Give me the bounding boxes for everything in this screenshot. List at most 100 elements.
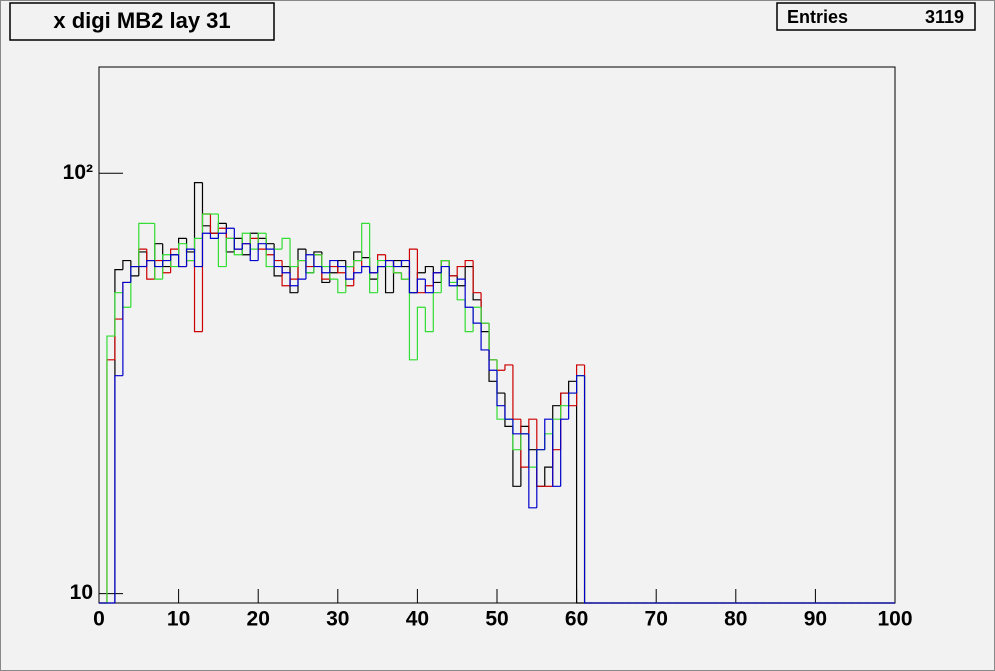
hist-bin (544, 418, 553, 450)
hist-bin (249, 243, 259, 262)
hist-bin (424, 265, 434, 273)
hist-bin (560, 405, 569, 420)
hist-bin (560, 418, 569, 487)
hist-bin (583, 375, 593, 604)
hist-bin (424, 307, 434, 333)
hist-bin (456, 265, 466, 276)
hist-bin (464, 279, 474, 308)
hist-bin (392, 260, 402, 268)
hist-bin (225, 227, 235, 234)
hist-bin (337, 266, 346, 274)
hist-bin (480, 323, 490, 351)
hist-bin (225, 237, 235, 267)
hist-bin (122, 259, 131, 270)
hist-bin (400, 272, 410, 280)
hist-bin (472, 307, 482, 324)
hist-bin (496, 370, 505, 407)
hist-bin (217, 214, 227, 268)
hist-bin (114, 375, 123, 603)
hist-bin (353, 259, 362, 267)
hist-bin (536, 449, 545, 508)
hist-bin (408, 279, 418, 361)
hist-bin (297, 259, 306, 267)
hist-bin (329, 259, 338, 273)
hist-bin (361, 265, 370, 273)
hist-bin (178, 254, 187, 268)
hist-bin (138, 222, 147, 267)
hist-bin (281, 237, 291, 250)
hist-bin (154, 223, 163, 280)
x-tick-label: 10 (167, 608, 190, 631)
hist-bin (281, 266, 291, 274)
hist-bin (377, 259, 386, 293)
hist-bin (408, 260, 418, 294)
hist-bin (448, 266, 458, 287)
hist-bin (456, 282, 466, 301)
stats-label: Entries (787, 7, 848, 27)
hist-bin (130, 265, 139, 283)
hist-bin (114, 292, 123, 337)
hist-bin (185, 248, 195, 267)
hist-bin (146, 249, 155, 280)
hist-bin (552, 419, 561, 487)
y-tick-label: 10² (63, 161, 93, 184)
hist-bin (233, 228, 243, 250)
hist-bin (297, 278, 306, 286)
x-tick-label: 20 (247, 608, 270, 631)
stats-box (776, 2, 976, 31)
hist-bin (305, 254, 314, 280)
hist-bin (456, 278, 466, 286)
title-box (9, 2, 275, 41)
hist-bin (369, 223, 378, 294)
hist-bin (576, 375, 585, 394)
hist-bin (416, 306, 426, 360)
x-tick-label: 100 (877, 608, 912, 631)
hist-bin (377, 265, 386, 273)
hist-bin (384, 259, 394, 267)
hist-bin (440, 259, 450, 293)
hist-bin (464, 259, 474, 267)
hist-bin (345, 266, 354, 280)
x-tick-label: 70 (645, 608, 668, 631)
hist-bin (353, 272, 362, 280)
hist-bin (241, 243, 251, 250)
plot-frame (98, 66, 896, 604)
hist-bin (576, 381, 585, 604)
hist-bin (568, 392, 577, 420)
hist-bin (201, 213, 211, 239)
hist-bin (361, 222, 370, 261)
hist-bin (504, 405, 513, 420)
hist-bin (201, 232, 211, 267)
hist-bin (122, 281, 131, 376)
hist-bin (209, 233, 219, 239)
hist-bin (337, 260, 346, 268)
hist-bin (384, 266, 394, 294)
hist-bin (106, 335, 115, 603)
x-tick-label: 40 (406, 608, 429, 631)
hist-bin (400, 259, 410, 267)
hist-bin (162, 254, 171, 280)
hist-bin (193, 260, 203, 333)
hist-bin (528, 433, 537, 509)
hist-bin (568, 380, 577, 394)
hist-bin (162, 259, 171, 267)
hist-bin (472, 260, 482, 294)
hist-bin (321, 266, 330, 274)
hist-bin (170, 254, 179, 261)
hist-bin (512, 419, 521, 435)
hist-bin (193, 182, 203, 252)
hist-bin (265, 243, 275, 250)
hist-bin (464, 299, 474, 333)
hist-bin (313, 254, 322, 268)
x-tick-label: 50 (485, 608, 508, 631)
hist-bin (416, 278, 426, 293)
x-tick-label: 80 (724, 608, 747, 631)
hist-bin (257, 243, 267, 261)
hist-bin (337, 279, 346, 294)
hist-bin (289, 272, 298, 287)
hist-bin (369, 266, 378, 274)
hist-bin (392, 266, 402, 274)
y-tick-label: 10 (70, 581, 93, 604)
hist-bin (488, 349, 497, 371)
